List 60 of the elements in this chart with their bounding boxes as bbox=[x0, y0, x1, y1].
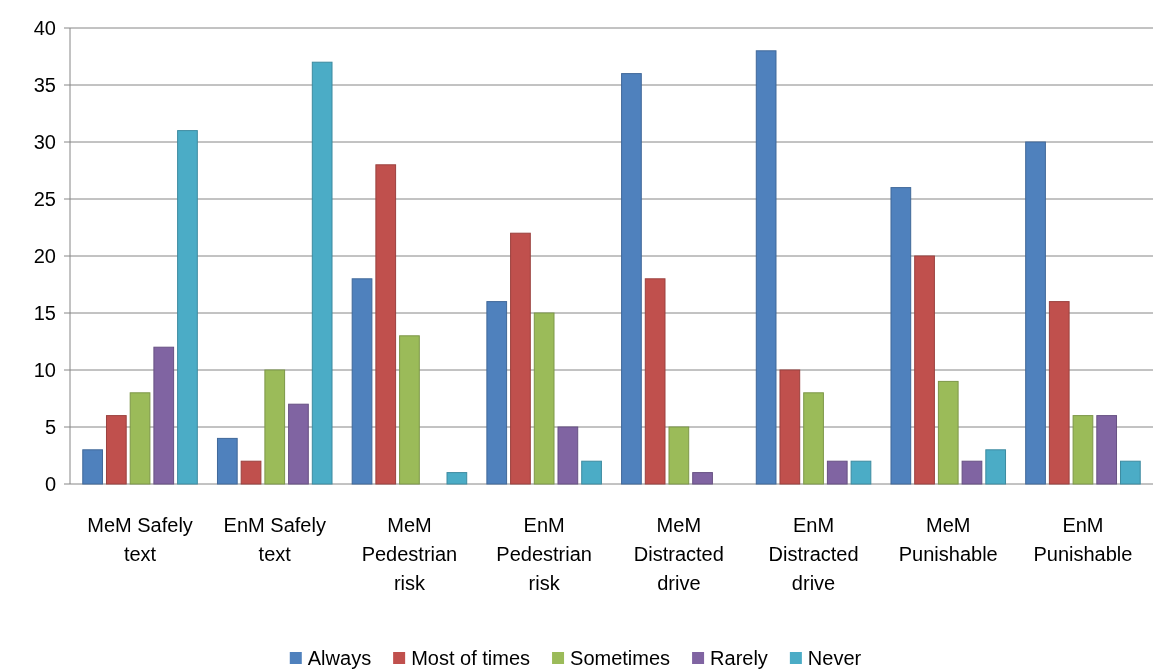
bar bbox=[557, 426, 579, 485]
bar bbox=[288, 403, 309, 485]
bar bbox=[621, 73, 642, 485]
bar bbox=[351, 278, 373, 485]
bar bbox=[850, 460, 872, 485]
bar bbox=[399, 335, 420, 485]
bar bbox=[1072, 415, 1094, 485]
x-tick-label: EnM Pedestrian risk bbox=[496, 514, 592, 594]
bar bbox=[692, 472, 713, 485]
y-tick-label: 25 bbox=[33, 188, 56, 210]
bar bbox=[177, 130, 198, 485]
bar bbox=[82, 449, 103, 485]
bar bbox=[961, 460, 983, 485]
y-tick-label: 30 bbox=[33, 131, 56, 153]
y-tick-label: 15 bbox=[33, 302, 56, 324]
bar bbox=[486, 301, 508, 485]
bar bbox=[755, 50, 777, 485]
x-tick-label: EnM Punishable bbox=[1033, 514, 1133, 565]
y-tick-label: 5 bbox=[44, 416, 56, 438]
y-tick-label: 35 bbox=[33, 74, 56, 96]
bar bbox=[779, 369, 801, 485]
bar bbox=[216, 437, 238, 485]
bar bbox=[1048, 301, 1070, 485]
bar bbox=[311, 61, 333, 485]
legend-label: Rarely bbox=[710, 647, 768, 669]
bar bbox=[668, 426, 690, 485]
bar bbox=[803, 392, 824, 485]
bar bbox=[1120, 460, 1141, 485]
x-tick-label: EnM Distracted drive bbox=[768, 514, 859, 594]
x-tick-label: MeM Punishable bbox=[898, 514, 998, 565]
x-tick-label: MeM Safely text bbox=[87, 514, 193, 565]
bar bbox=[240, 460, 262, 485]
x-tick-label: MeM Distracted drive bbox=[633, 514, 724, 594]
bar bbox=[914, 255, 935, 485]
x-tick-label: MeM Pedestrian risk bbox=[361, 514, 458, 594]
bar bbox=[937, 380, 959, 485]
y-tick-label: 0 bbox=[44, 473, 56, 495]
bar bbox=[510, 232, 531, 485]
bar bbox=[890, 187, 912, 485]
y-tick-label: 20 bbox=[33, 245, 56, 267]
legend-label: Most of times bbox=[411, 647, 531, 669]
legend-label: Always bbox=[307, 647, 372, 669]
legend-label: Never bbox=[807, 647, 862, 669]
legend-label: Sometimes bbox=[570, 647, 671, 669]
x-tick-label: EnM Safely text bbox=[223, 514, 326, 565]
bar bbox=[105, 415, 127, 485]
bar bbox=[533, 312, 555, 485]
y-tick-label: 40 bbox=[33, 17, 56, 39]
bar bbox=[1025, 141, 1046, 485]
bar bbox=[153, 346, 175, 485]
bar bbox=[375, 164, 397, 485]
bar bbox=[985, 449, 1007, 485]
bar bbox=[581, 460, 602, 485]
bar bbox=[826, 460, 848, 485]
bar bbox=[264, 369, 286, 485]
bar bbox=[644, 278, 666, 485]
y-tick-label: 10 bbox=[33, 359, 56, 381]
bar bbox=[129, 392, 151, 485]
bar bbox=[446, 472, 468, 485]
bar bbox=[1096, 415, 1118, 485]
